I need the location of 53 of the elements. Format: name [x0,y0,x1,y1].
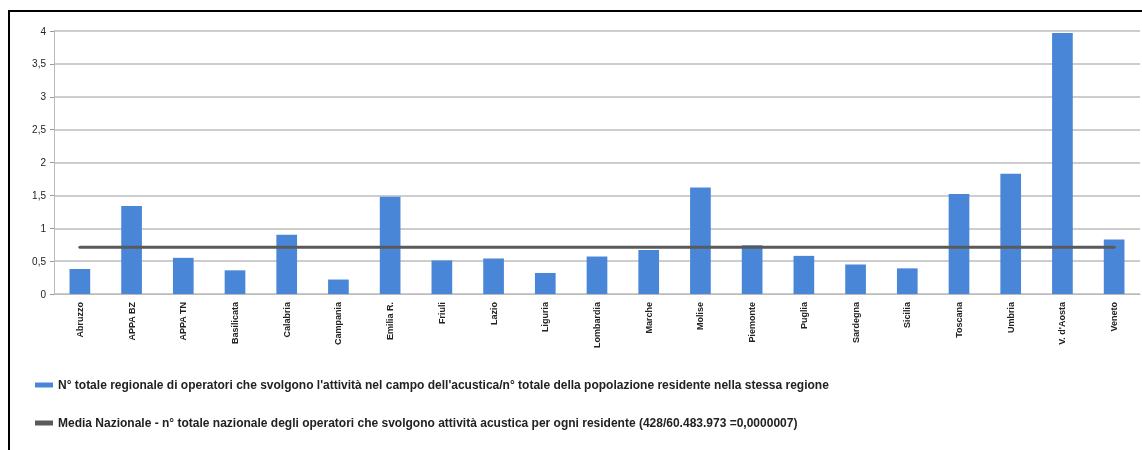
x-tick-label: Toscana [954,301,964,338]
x-tick-label: Calabria [281,301,292,338]
bar [431,260,453,294]
y-tick-label: 2 [40,157,47,168]
x-tick-label: Umbria [1005,301,1016,334]
bar [224,270,246,294]
bar [793,255,815,294]
y-tick-label: 3,5 [32,58,47,70]
bar [690,187,711,294]
bar [1052,32,1073,294]
bar [1000,173,1022,294]
bar [69,269,91,294]
bar [172,257,194,294]
x-tick-label: Molise [695,302,706,331]
x-tick-label: Sardegna [850,301,861,344]
bar [948,194,970,294]
y-tick-label: 2,5 [32,124,47,136]
x-tick-label: Puglia [798,301,809,330]
bar [586,256,608,294]
legend-label: N° totale regionale di operatori che svolgono l'attività nel campo dell'acustica/n° totale della popolazione residente nella stessa regione [58,378,830,392]
x-tick-label: APPA BZ [126,301,137,341]
bar [121,205,142,294]
x-tick-label: Lazio [488,301,499,326]
y-tick-label: 1,5 [32,189,47,201]
x-tick-label: Liguria [540,301,551,333]
bar [328,279,349,294]
x-tick-label: Emilia R. [385,302,396,341]
x-tick-label: Campania [333,301,344,346]
x-tick-label: Veneto [1109,301,1120,332]
x-tick-label: Piemonte [747,302,758,343]
bar [845,264,866,294]
x-tick-label: APPA TN [178,302,189,341]
bar [379,196,401,294]
y-tick-label: 0,5 [32,255,47,267]
y-tick-label: 1 [40,222,47,234]
bar [483,258,504,294]
x-tick-label: Lombardia [592,301,602,349]
legend-label: Media Nazionale - n° totale nazionale degli operatori che svolgono attività acustica per ogni residente (428/60.483.973 =0,0000007) [58,416,798,430]
bar [741,245,763,294]
y-tick-label: 3 [40,91,47,103]
x-tick-label: V. d'Aosta [1057,301,1068,345]
bar [276,234,298,294]
y-tick-label: 4 [40,25,47,37]
bar [1103,239,1125,294]
y-tick-label: 0 [40,288,47,300]
bar [534,272,556,294]
bar [638,249,660,294]
x-tick-label: Marche [643,302,654,334]
x-tick-label: Friuli [436,302,447,324]
x-tick-label: Abruzzo [74,301,85,338]
x-tick-label: Basilicata [230,301,240,345]
x-tick-label: Sicilia [902,301,913,329]
bar [896,268,918,294]
